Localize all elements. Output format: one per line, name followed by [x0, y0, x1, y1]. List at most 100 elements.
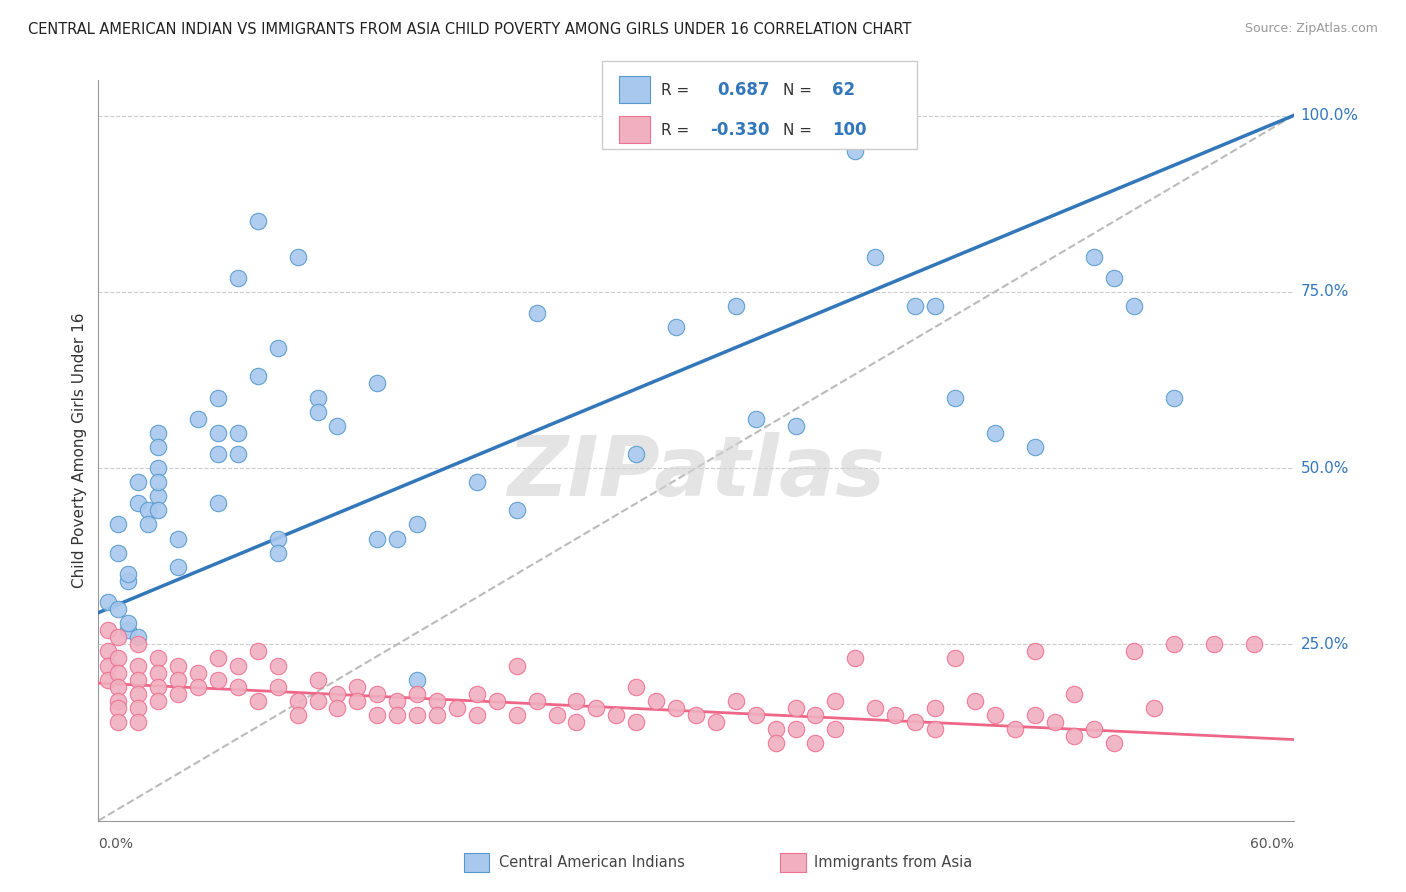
Text: 100.0%: 100.0%	[1301, 108, 1358, 123]
Point	[465, 687, 488, 701]
Point	[127, 701, 149, 715]
Point	[546, 707, 568, 722]
Point	[385, 694, 409, 708]
Point	[207, 391, 229, 405]
Point	[107, 546, 129, 560]
Point	[485, 694, 508, 708]
Point	[366, 687, 388, 701]
Point	[127, 687, 149, 701]
Point	[863, 250, 886, 264]
Point	[167, 658, 190, 673]
Point	[207, 425, 229, 440]
Point	[107, 630, 129, 644]
Point	[605, 707, 627, 722]
Point	[107, 517, 129, 532]
Point	[983, 425, 1005, 440]
Point	[148, 489, 170, 503]
Point	[844, 651, 866, 665]
Text: 75.0%: 75.0%	[1301, 285, 1348, 300]
Point	[326, 687, 349, 701]
Point	[226, 270, 249, 285]
Point	[107, 665, 129, 680]
Point	[246, 694, 269, 708]
Point	[287, 694, 309, 708]
Point	[127, 637, 149, 651]
Point	[97, 624, 120, 638]
Point	[187, 411, 209, 425]
Point	[148, 461, 170, 475]
Point	[167, 559, 190, 574]
Point	[624, 680, 647, 694]
Point	[366, 532, 388, 546]
Text: N =: N =	[783, 83, 813, 98]
Point	[1102, 270, 1125, 285]
Point	[117, 566, 139, 581]
Point	[307, 694, 329, 708]
Point	[1102, 736, 1125, 750]
Point	[924, 701, 946, 715]
Text: N =: N =	[783, 122, 813, 137]
Point	[385, 707, 409, 722]
Point	[1083, 722, 1105, 736]
Point	[465, 707, 488, 722]
Point	[307, 405, 329, 419]
Point	[863, 701, 886, 715]
Point	[506, 658, 529, 673]
Point	[107, 680, 129, 694]
Point	[804, 707, 827, 722]
Point	[1163, 637, 1185, 651]
Text: 0.0%: 0.0%	[98, 837, 134, 851]
Point	[167, 532, 190, 546]
Point	[624, 447, 647, 461]
Point	[585, 701, 607, 715]
Point	[267, 658, 290, 673]
Point	[207, 651, 229, 665]
Point	[187, 665, 209, 680]
Point	[844, 144, 866, 158]
Point	[127, 714, 149, 729]
Point	[983, 707, 1005, 722]
Point	[526, 306, 548, 320]
Point	[1043, 714, 1066, 729]
Point	[207, 673, 229, 687]
Point	[884, 707, 907, 722]
Point	[506, 707, 529, 722]
Point	[765, 722, 787, 736]
Y-axis label: Child Poverty Among Girls Under 16: Child Poverty Among Girls Under 16	[72, 313, 87, 588]
Point	[506, 503, 529, 517]
Point	[226, 447, 249, 461]
Point	[167, 687, 190, 701]
Point	[943, 391, 966, 405]
Point	[665, 320, 688, 334]
Point	[924, 299, 946, 313]
Point	[406, 687, 429, 701]
Text: 62: 62	[832, 81, 855, 99]
Point	[326, 418, 349, 433]
Point	[526, 694, 548, 708]
Point	[704, 714, 727, 729]
Text: 0.687: 0.687	[717, 81, 769, 99]
Point	[127, 658, 149, 673]
Point	[1024, 440, 1046, 454]
Point	[226, 658, 249, 673]
Point	[127, 673, 149, 687]
Point	[1143, 701, 1166, 715]
Point	[346, 680, 368, 694]
Point	[307, 673, 329, 687]
Point	[246, 644, 269, 658]
Point	[385, 532, 409, 546]
Point	[1163, 391, 1185, 405]
Text: Source: ZipAtlas.com: Source: ZipAtlas.com	[1244, 22, 1378, 36]
Point	[187, 680, 209, 694]
Point	[246, 369, 269, 384]
Point	[366, 707, 388, 722]
Point	[785, 418, 807, 433]
Point	[136, 517, 159, 532]
Text: 60.0%: 60.0%	[1250, 837, 1294, 851]
Point	[426, 694, 449, 708]
Point	[406, 517, 429, 532]
Point	[745, 411, 768, 425]
Text: -0.330: -0.330	[710, 121, 769, 139]
Point	[1243, 637, 1265, 651]
Point	[904, 299, 927, 313]
